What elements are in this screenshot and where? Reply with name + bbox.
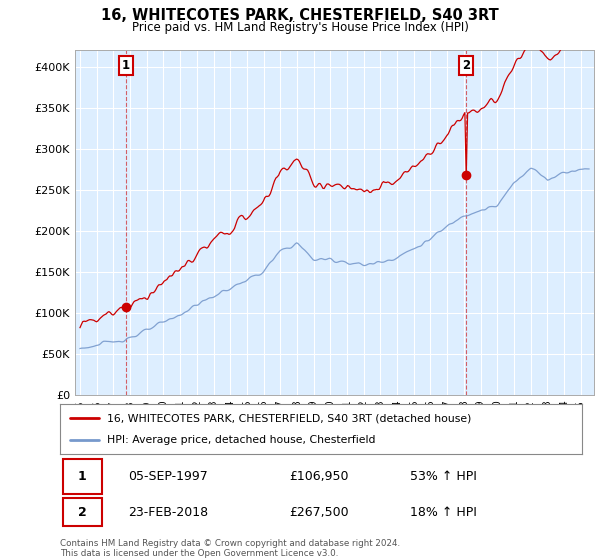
Text: Price paid vs. HM Land Registry's House Price Index (HPI): Price paid vs. HM Land Registry's House … [131, 21, 469, 34]
Text: 1: 1 [77, 470, 86, 483]
Text: 23-FEB-2018: 23-FEB-2018 [128, 506, 208, 519]
Text: 1: 1 [122, 59, 130, 72]
Text: 16, WHITECOTES PARK, CHESTERFIELD, S40 3RT (detached house): 16, WHITECOTES PARK, CHESTERFIELD, S40 3… [107, 413, 472, 423]
FancyBboxPatch shape [62, 459, 102, 494]
Text: HPI: Average price, detached house, Chesterfield: HPI: Average price, detached house, Ches… [107, 435, 376, 445]
Text: 2: 2 [77, 506, 86, 519]
Text: 05-SEP-1997: 05-SEP-1997 [128, 470, 208, 483]
Text: 18% ↑ HPI: 18% ↑ HPI [410, 506, 476, 519]
FancyBboxPatch shape [62, 498, 102, 526]
Text: 16, WHITECOTES PARK, CHESTERFIELD, S40 3RT: 16, WHITECOTES PARK, CHESTERFIELD, S40 3… [101, 8, 499, 24]
Text: 53% ↑ HPI: 53% ↑ HPI [410, 470, 476, 483]
Text: £267,500: £267,500 [290, 506, 349, 519]
Text: £106,950: £106,950 [290, 470, 349, 483]
Text: 2: 2 [462, 59, 470, 72]
Text: Contains HM Land Registry data © Crown copyright and database right 2024.
This d: Contains HM Land Registry data © Crown c… [60, 539, 400, 558]
